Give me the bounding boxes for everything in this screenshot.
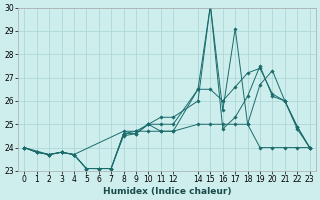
X-axis label: Humidex (Indice chaleur): Humidex (Indice chaleur): [103, 187, 231, 196]
